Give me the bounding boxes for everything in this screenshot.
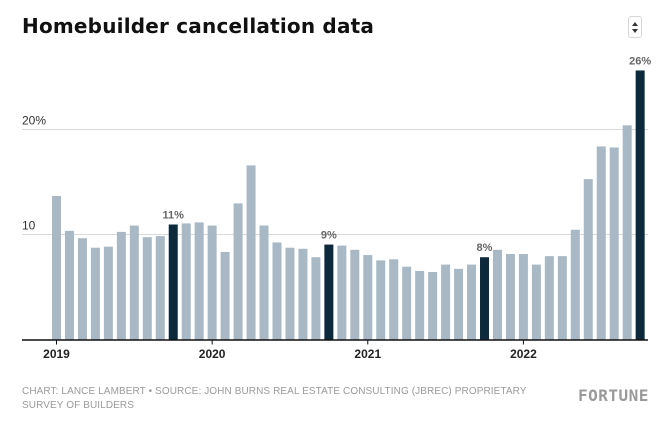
bar: [337, 245, 347, 340]
bar: [389, 259, 399, 340]
bar: [64, 230, 74, 340]
bar: [77, 238, 87, 340]
sort-icon: [632, 21, 638, 33]
bar: [544, 256, 554, 340]
bar: [570, 229, 580, 340]
bar-chart: 10 20% 2019 2020 2021 2022 11% 9% 8% 26%: [22, 55, 651, 361]
bar: [609, 147, 619, 340]
bar: [90, 247, 100, 340]
sort-button[interactable]: [628, 16, 642, 38]
bar: [207, 225, 217, 340]
bar: [441, 264, 451, 340]
bar: [116, 231, 126, 340]
bar: [363, 255, 373, 340]
bar: [518, 254, 528, 340]
bar: [428, 271, 438, 340]
bar: [246, 165, 256, 340]
bar: [194, 222, 204, 340]
bar: [272, 242, 282, 340]
bar-highlight: [635, 70, 645, 340]
bar: [622, 125, 632, 340]
bar: [376, 260, 386, 340]
bar: [350, 249, 360, 340]
bar: [142, 237, 152, 340]
y-tick-label: 20%: [22, 114, 46, 128]
bar: [505, 254, 515, 340]
x-tick-label: 2019: [43, 347, 70, 361]
x-tick-label: 2020: [199, 347, 226, 361]
bar: [454, 268, 464, 340]
bar: [52, 196, 61, 340]
bar: [531, 264, 541, 340]
data-label: 8%: [477, 242, 493, 254]
chart-credit: CHART: LANCE LAMBERT • SOURCE: JOHN BURN…: [22, 386, 527, 411]
bar: [415, 270, 425, 340]
fortune-logo: FORTUNE: [578, 386, 649, 405]
bar: [220, 251, 230, 340]
bar: [181, 223, 191, 340]
bar-highlight: [480, 257, 490, 340]
bar: [492, 249, 502, 340]
bar: [155, 236, 165, 340]
bar: [583, 179, 593, 340]
data-label: 11%: [163, 210, 185, 222]
bar: [285, 247, 295, 340]
bar-highlight: [168, 224, 178, 340]
bar: [129, 225, 139, 340]
bar: [311, 257, 321, 340]
bar-highlight: [324, 244, 334, 340]
data-label: 9%: [321, 230, 337, 242]
data-label: 26%: [629, 55, 651, 67]
bar: [402, 266, 412, 340]
bar: [298, 248, 308, 340]
x-tick-label: 2021: [354, 347, 381, 361]
bar: [259, 225, 269, 340]
bar: [233, 203, 243, 340]
bar: [557, 256, 567, 340]
y-tick-label: 10: [22, 219, 36, 233]
bar: [103, 246, 113, 340]
chart-title: Homebuilder cancellation data: [22, 14, 375, 38]
bar: [596, 146, 606, 340]
bar: [467, 264, 477, 340]
x-tick-label: 2022: [510, 347, 537, 361]
